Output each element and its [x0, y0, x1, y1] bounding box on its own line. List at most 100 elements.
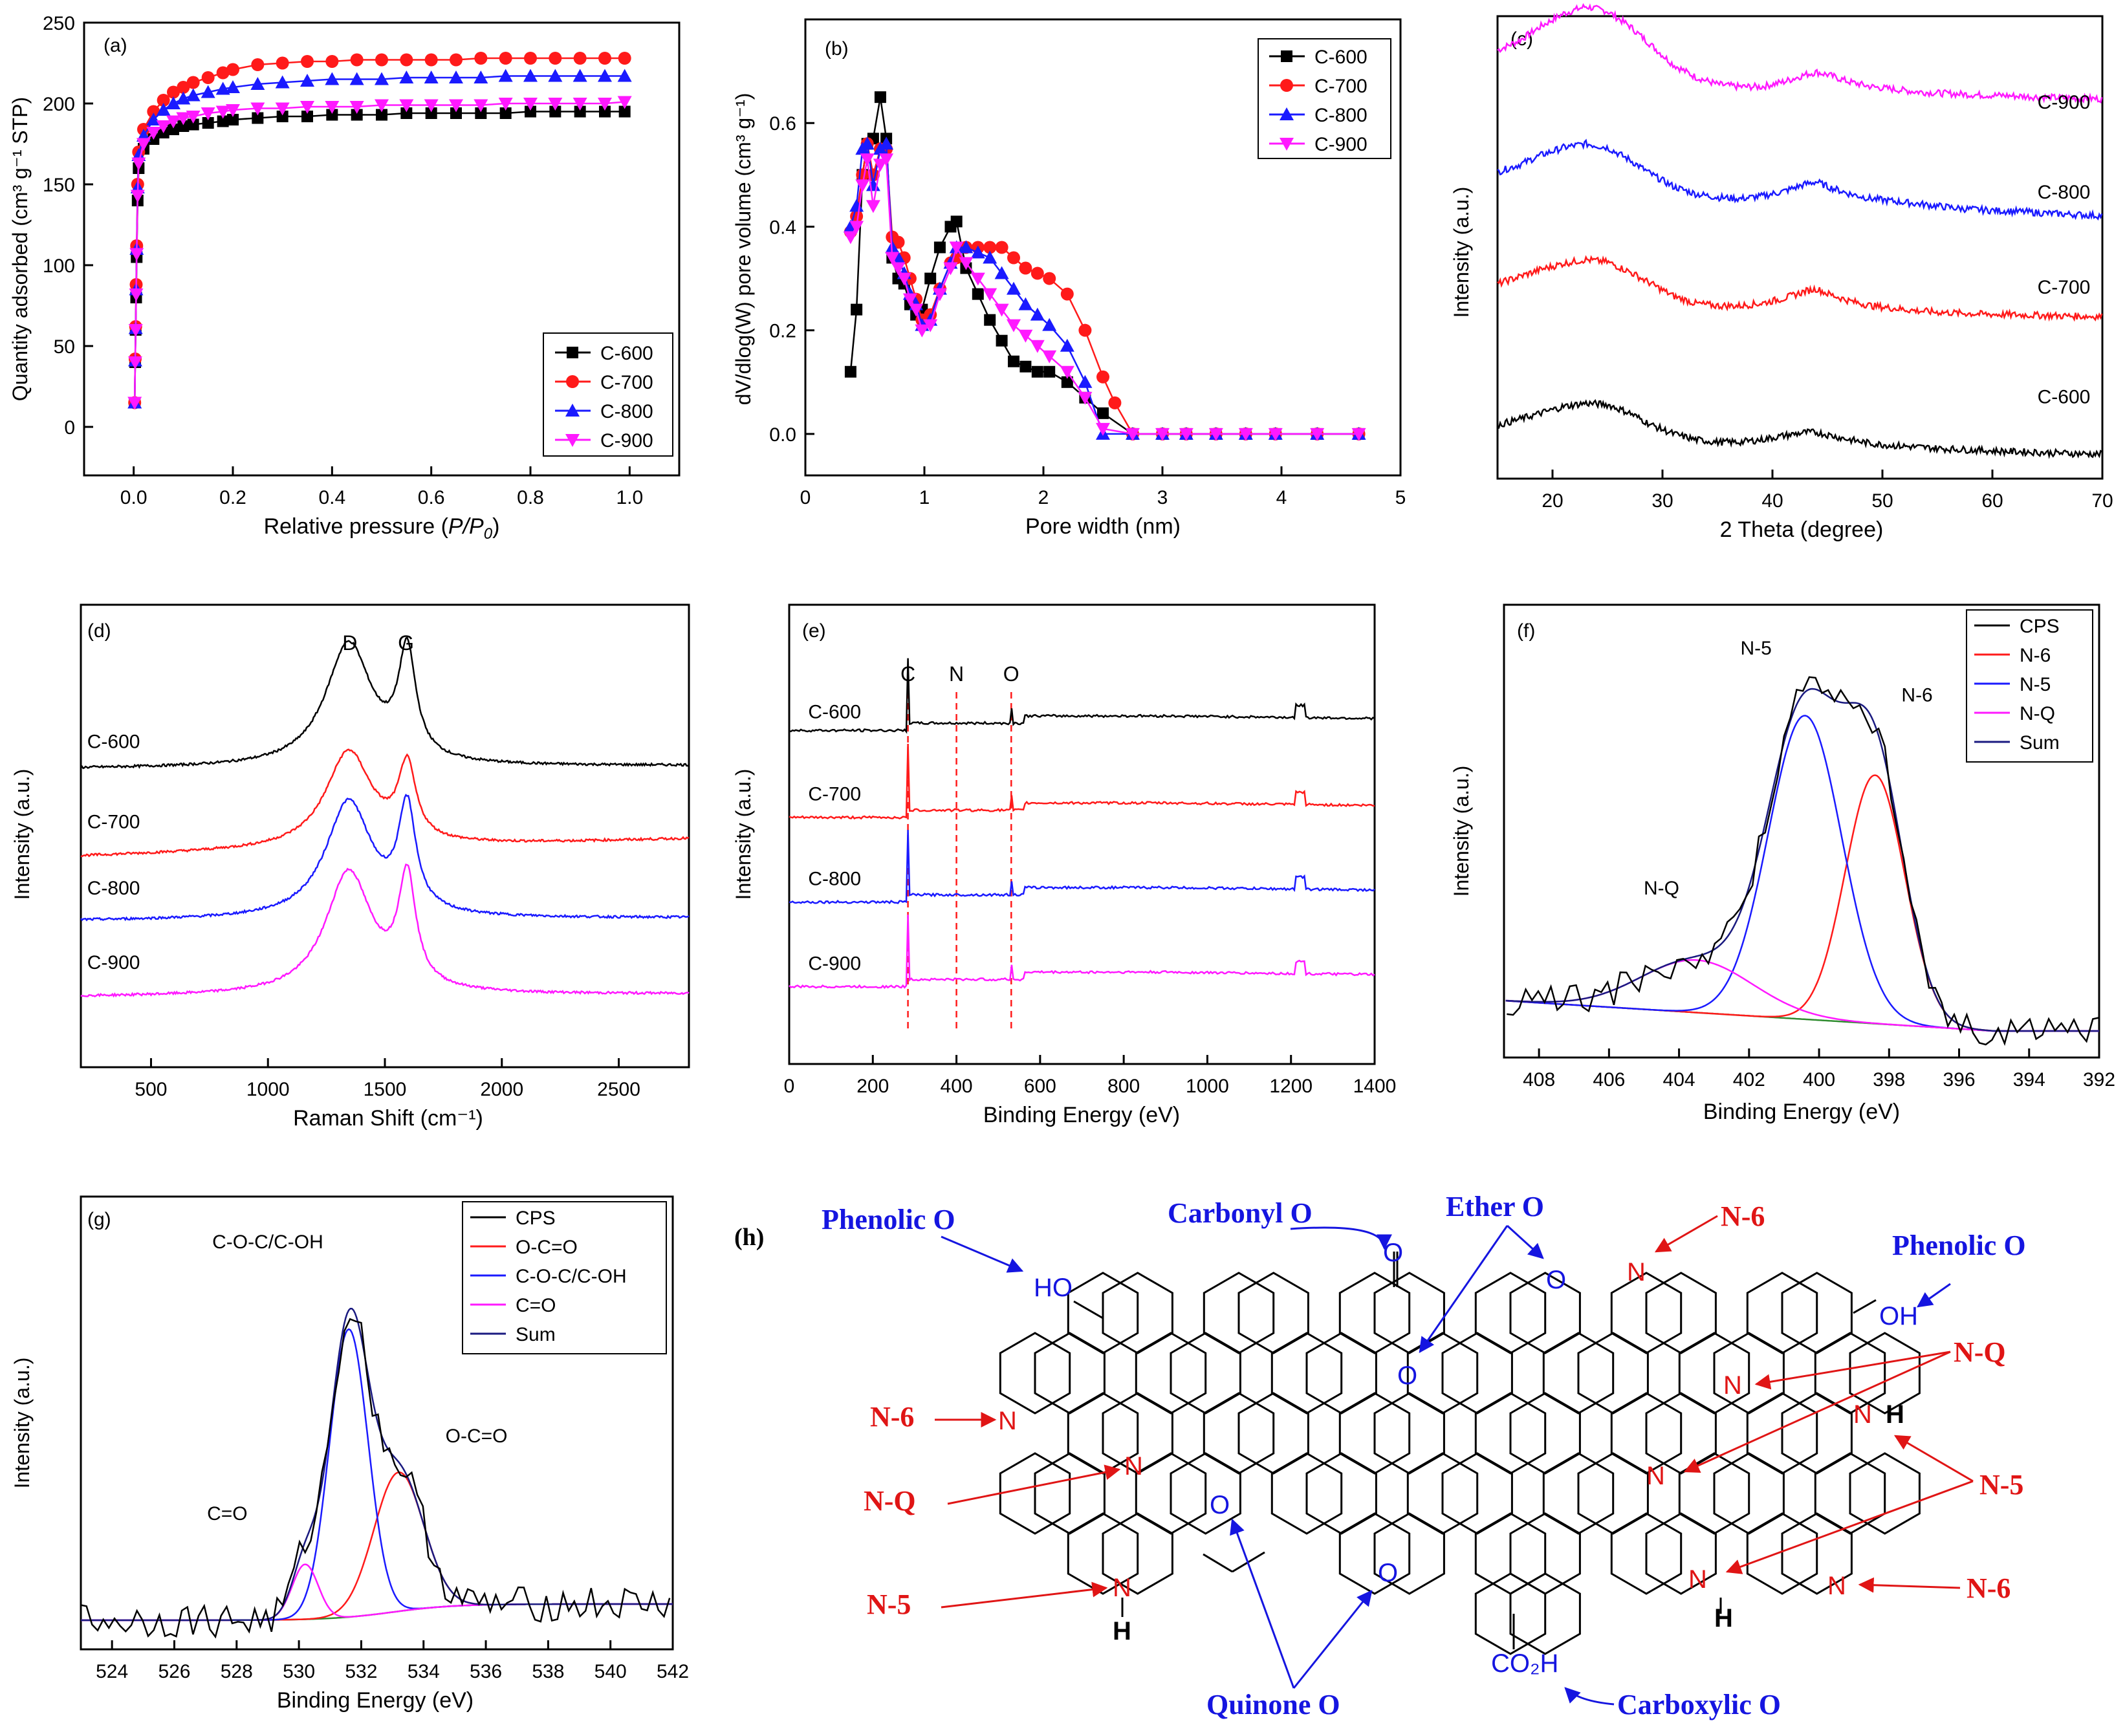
hexagon-ring: [1102, 1512, 1173, 1595]
x-axis-label: Binding Energy (eV): [277, 1688, 474, 1713]
x-tick-label: 500: [135, 1079, 167, 1100]
x-axis: 0 200 400 600 800 1000 1200 1400: [784, 1055, 1397, 1097]
data-point: [252, 112, 264, 124]
data-point: [972, 288, 984, 300]
data-point: [959, 257, 974, 270]
x-tick-label: 532: [345, 1661, 377, 1682]
peak-annotation: O-C=O: [446, 1426, 508, 1447]
data-point: [226, 63, 239, 76]
legend-label: C-600: [600, 343, 653, 364]
data-point: [1030, 266, 1044, 280]
series-line: [80, 636, 690, 770]
data-point: [949, 241, 964, 255]
data-point: [129, 288, 144, 301]
arrow: [1230, 1518, 1295, 1689]
data-point: [902, 293, 917, 307]
data-point: [891, 262, 906, 276]
series-label: C-700: [2038, 277, 2091, 298]
data-point: [524, 52, 537, 65]
data-point: [449, 71, 463, 83]
data-point: [251, 58, 265, 71]
y-axis: 0 50 100 150 200 250: [43, 13, 93, 439]
data-point: [1043, 365, 1056, 378]
data-point: [598, 98, 612, 111]
x-tick-label: 20: [1542, 490, 1563, 512]
data-point: [349, 72, 364, 85]
data-point: [915, 324, 930, 338]
data-point: [325, 72, 340, 85]
x-tick-label: 2000: [480, 1079, 523, 1100]
legend: C-600 C-700 C-800 C-900: [543, 332, 673, 457]
x-tick-label: 394: [2013, 1069, 2045, 1090]
x-axis: 0.0 0.2 0.4 0.6 0.8 1.0: [120, 466, 643, 508]
data-point: [970, 245, 985, 259]
data-point: [1078, 391, 1093, 405]
x-tick-label: 0: [784, 1076, 795, 1097]
data-point: [885, 252, 900, 265]
legend: CPS O-C=O C-O-C/C-OH C=O Sum: [462, 1201, 667, 1354]
x-tick-label: 406: [1593, 1069, 1625, 1090]
arrows-blue: [941, 1224, 1951, 1706]
plot-frame: [80, 1195, 674, 1651]
data-point: [959, 240, 974, 254]
data-point: [1126, 428, 1140, 441]
data-point: [146, 113, 161, 125]
x-tick-label: 408: [1523, 1069, 1555, 1090]
hexagon-ring: [1509, 1572, 1581, 1655]
data-point: [1179, 428, 1193, 441]
data-point: [996, 334, 1008, 347]
atom-n6-bottom-right: N: [1827, 1572, 1846, 1600]
data-point: [375, 99, 389, 113]
x-tick-label: 524: [96, 1661, 128, 1682]
data-point: [618, 52, 631, 65]
data-point: [1007, 281, 1021, 295]
data-point: [226, 104, 240, 117]
data-point: [548, 98, 563, 111]
label-n-q-right: N-Q: [1954, 1336, 2006, 1368]
series-label: C-900: [87, 952, 140, 973]
data-point: [399, 71, 414, 83]
legend-label: CPS: [2020, 616, 2060, 637]
x-tick-label: 0.8: [517, 487, 544, 508]
element-label: O: [1003, 662, 1019, 686]
series-label: C-900: [808, 953, 861, 974]
series-line: [789, 915, 1375, 990]
panel-label: (d): [87, 620, 111, 642]
data-point: [201, 71, 215, 84]
arrow: [1917, 1283, 1951, 1308]
legend-label: N-5: [2020, 674, 2051, 695]
arrow: [1292, 1590, 1373, 1689]
atom-quinone-o-1: O: [1210, 1491, 1230, 1519]
legend-label: C-600: [1314, 47, 1368, 68]
data-point: [201, 107, 215, 120]
data-point: [1060, 287, 1074, 301]
x-tick-label: 200: [856, 1076, 889, 1097]
hexagon-ring: [1170, 1452, 1241, 1535]
x-tick-label: 1000: [246, 1079, 290, 1100]
data-point: [351, 109, 363, 121]
x-tick-label: 1000: [1186, 1076, 1229, 1097]
data-point: [566, 375, 579, 388]
x-tick-label: 0.4: [318, 487, 345, 508]
arrow: [947, 1464, 1121, 1505]
x-tick-label: 392: [2083, 1069, 2115, 1090]
atom-carbonyl-o: O: [1383, 1239, 1403, 1267]
data-point: [375, 53, 388, 67]
data-point: [598, 69, 612, 82]
data-point: [574, 105, 586, 118]
peak-label: D: [342, 631, 357, 655]
data-point: [924, 272, 937, 285]
panel-e-xps-survey: (e) 0 200 400 600 800 1000 1200 1400 Binding En…: [732, 603, 1397, 1127]
data-point: [617, 69, 632, 82]
data-point: [202, 117, 214, 129]
y-tick-label: 100: [43, 255, 75, 277]
data-point: [525, 105, 536, 118]
atom-quinone-o-2: O: [1378, 1559, 1398, 1587]
x-tick-label: 1400: [1353, 1076, 1397, 1097]
peak-annotation: N-6: [1901, 684, 1932, 706]
label-n5-left: N-5: [867, 1589, 911, 1620]
data-point: [1018, 297, 1033, 310]
panel-label: (a): [104, 35, 127, 56]
data-point: [215, 81, 230, 95]
